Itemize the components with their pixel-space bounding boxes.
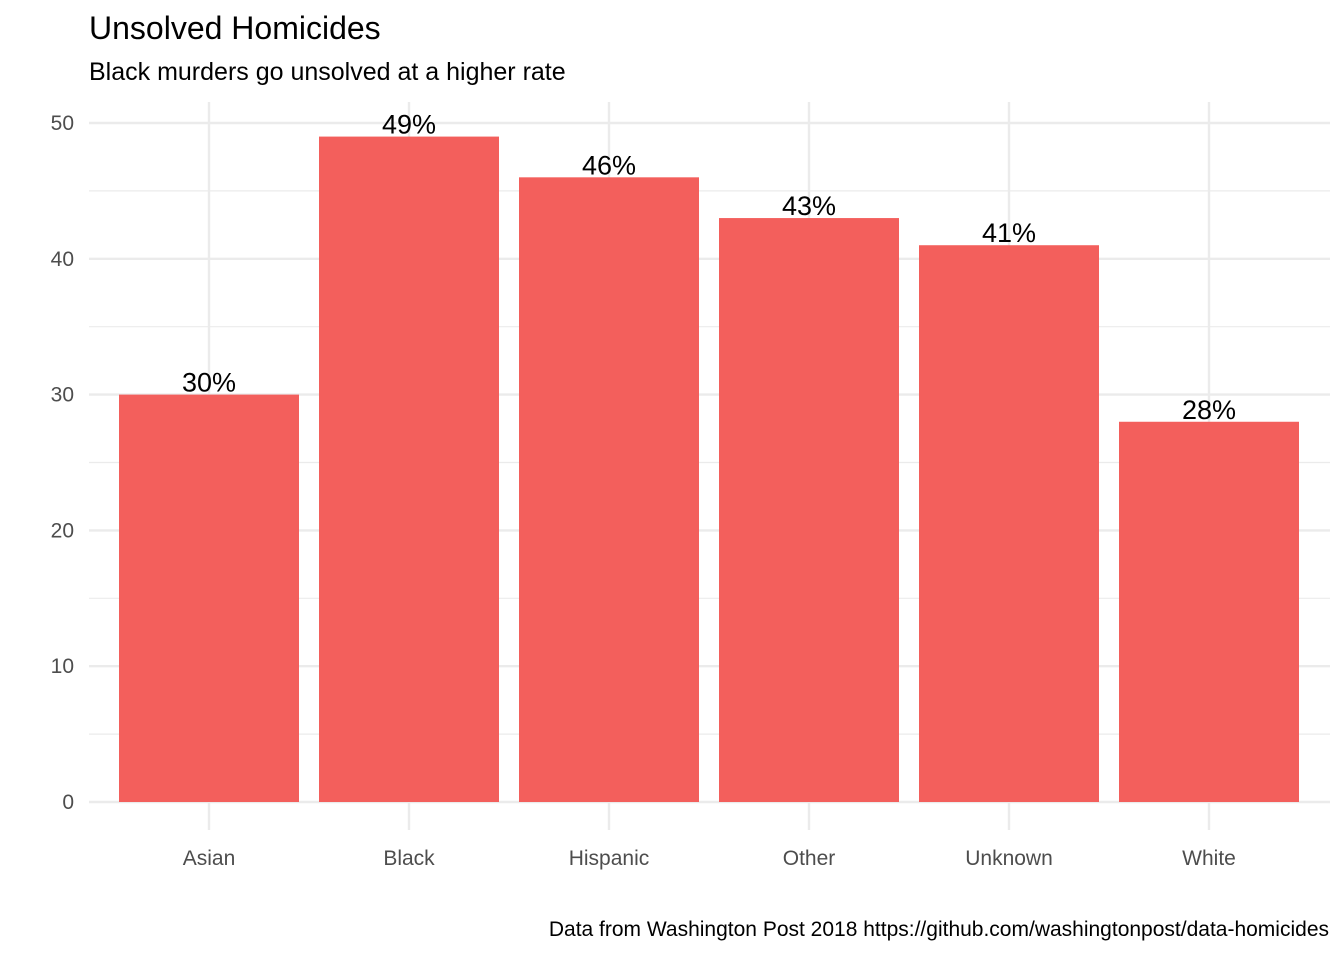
x-tick-label: Unknown <box>965 847 1053 870</box>
y-tick-label: 20 <box>51 519 74 542</box>
x-tick-label: White <box>1182 847 1236 870</box>
x-axis-ticks: Asian Black Hispanic Other Unknown White <box>183 847 1236 870</box>
bars <box>119 136 1299 803</box>
chart-caption: Data from Washington Post 2018 https://g… <box>548 918 1329 941</box>
bar-asian <box>119 394 299 802</box>
x-tick-label: Other <box>783 847 836 870</box>
x-tick-label: Asian <box>183 847 236 870</box>
y-tick-label: 50 <box>51 112 74 135</box>
bar-value-label: 41% <box>982 218 1036 248</box>
bar-black <box>319 136 499 802</box>
y-tick-label: 30 <box>51 384 74 407</box>
bar-value-labels: 30% 49% 46% 43% 41% 28% <box>182 110 1236 425</box>
y-tick-label: 40 <box>51 248 74 271</box>
chart-title: Unsolved Homicides <box>89 10 381 46</box>
x-tick-label: Black <box>383 847 435 870</box>
bar-value-label: 30% <box>182 368 236 398</box>
chart-subtitle: Black murders go unsolved at a higher ra… <box>89 58 566 86</box>
bar-unknown <box>919 245 1099 803</box>
bar-value-label: 46% <box>582 150 636 180</box>
y-tick-label: 10 <box>51 655 74 678</box>
y-tick-label: 0 <box>62 791 74 814</box>
bar-hispanic <box>519 177 699 802</box>
bar-value-label: 43% <box>782 191 836 221</box>
bar-value-label: 49% <box>382 110 436 140</box>
bar-value-label: 28% <box>1182 395 1236 425</box>
x-tick-label: Hispanic <box>569 847 650 870</box>
bar-white <box>1119 421 1299 802</box>
y-axis-ticks: 0 10 20 30 40 50 <box>51 112 74 814</box>
bar-other <box>719 218 899 802</box>
